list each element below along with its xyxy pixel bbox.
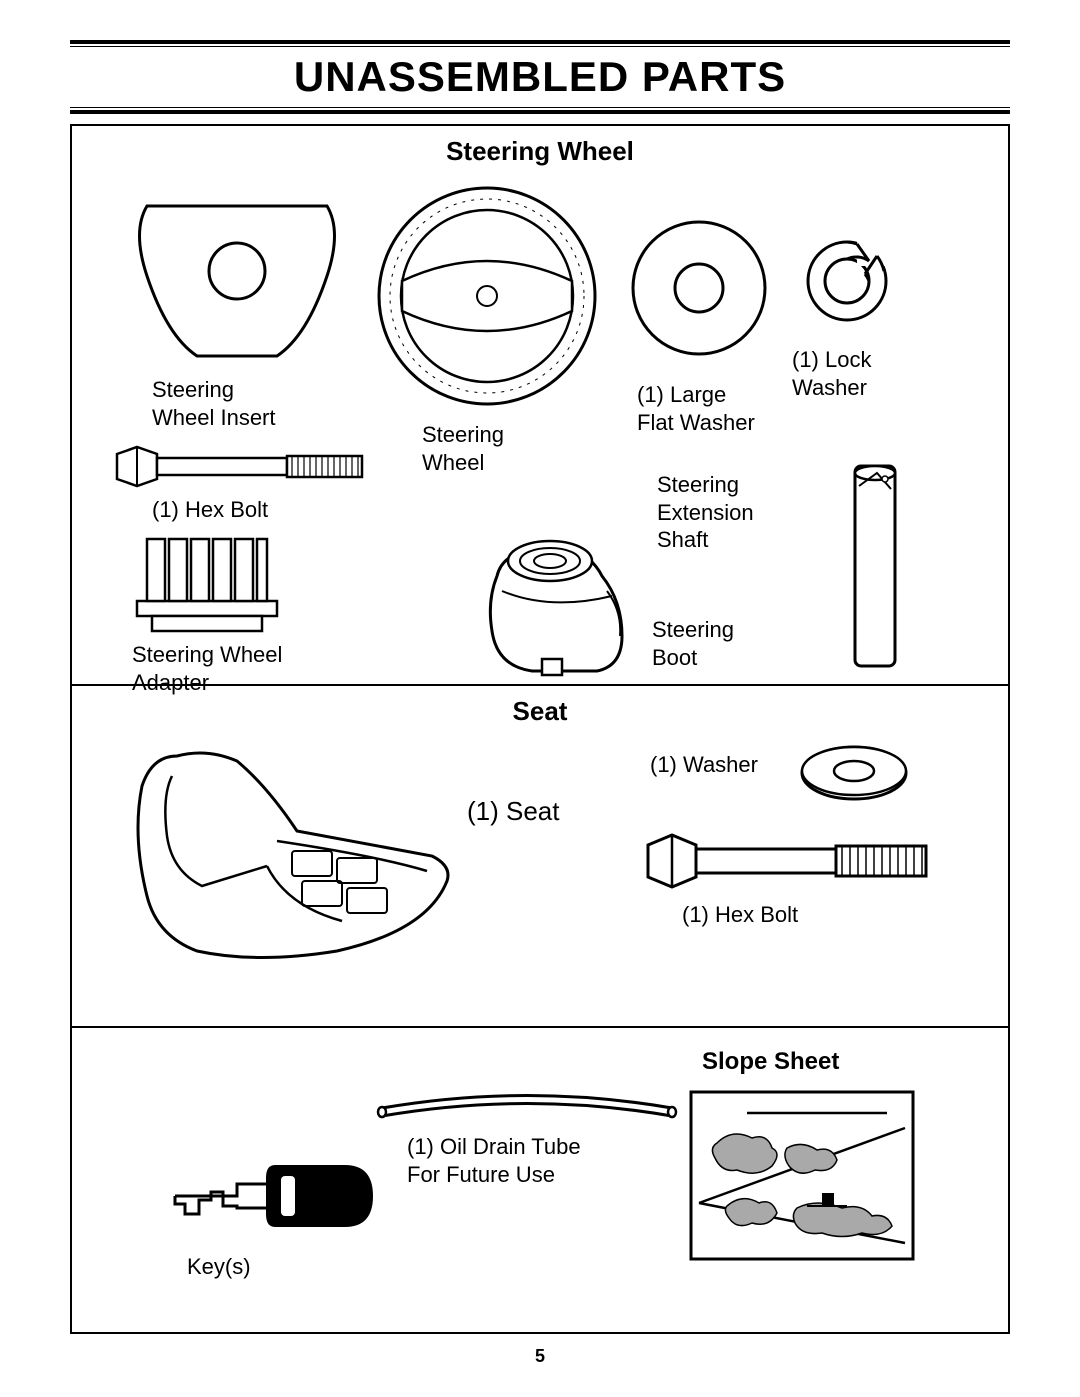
title-rule-thick: [70, 110, 1010, 114]
keys-label: Key(s): [187, 1253, 251, 1281]
page-number: 5: [70, 1346, 1010, 1367]
top-rule-thin: [70, 46, 1010, 47]
seat-title: Seat: [72, 686, 1008, 727]
seat-washer-icon: [797, 741, 912, 806]
slope-title: Slope Sheet: [702, 1048, 839, 1076]
hex-bolt-label: (1) Hex Bolt: [152, 496, 268, 524]
ext-shaft-label: Steering Extension Shaft: [657, 471, 754, 554]
steering-wheel-label: Steering Wheel: [422, 421, 504, 476]
drain-tube-icon: [372, 1083, 682, 1123]
key-icon: [167, 1148, 377, 1243]
steering-insert-icon: [127, 196, 347, 366]
lock-washer-label: (1) Lock Washer: [792, 346, 871, 401]
boot-label: Steering Boot: [652, 616, 734, 671]
page-title: UNASSEMBLED PARTS: [70, 53, 1010, 101]
boot-icon: [472, 521, 637, 681]
seat-hexbolt-icon: [642, 831, 932, 891]
slope-sheet-icon: [687, 1088, 917, 1263]
steering-title: Steering Wheel: [72, 126, 1008, 167]
ext-shaft-icon: [847, 461, 902, 671]
section-misc: Slope Sheet Key(s) (1) Oil Drain Tube Fo…: [72, 1028, 1008, 1328]
hex-bolt-icon: [112, 444, 367, 489]
top-rule-thick: [70, 40, 1010, 44]
seat-hexbolt-label: (1) Hex Bolt: [682, 901, 798, 929]
steering-insert-label: Steering Wheel Insert: [152, 376, 276, 431]
section-seat: Seat (1) Seat (1) Washer: [72, 686, 1008, 1026]
drain-label: (1) Oil Drain Tube For Future Use: [407, 1133, 581, 1188]
adapter-icon: [127, 531, 287, 636]
title-rule-thin: [70, 107, 1010, 108]
lock-washer-icon-clean: [802, 236, 892, 326]
section-steering: Steering Wheel Steering Wheel Insert (1)…: [72, 126, 1008, 684]
seat-label: (1) Seat: [467, 796, 560, 827]
seat-icon: [117, 736, 457, 971]
parts-box: Steering Wheel Steering Wheel Insert (1)…: [70, 124, 1010, 1334]
seat-washer-label: (1) Washer: [650, 751, 758, 779]
flat-washer-icon: [627, 216, 772, 361]
flat-washer-label: (1) Large Flat Washer: [637, 381, 755, 436]
steering-wheel-icon: [372, 181, 602, 411]
